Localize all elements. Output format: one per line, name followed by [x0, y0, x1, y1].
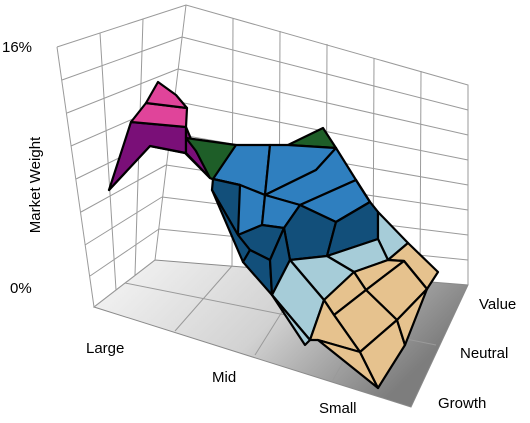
surface-cell	[395, 287, 429, 347]
gridlines	[56, 4, 469, 381]
z-axis-title: Market Weight	[27, 136, 44, 233]
surface-cell	[308, 298, 362, 354]
y-label-growth: Growth	[438, 395, 486, 412]
x-label-large: Large	[86, 340, 124, 357]
surface-cell	[144, 80, 189, 110]
surface-cell	[270, 293, 312, 347]
y-label-neutral: Neutral	[460, 345, 508, 362]
surface-mesh	[107, 80, 440, 390]
surface-cell	[210, 177, 242, 237]
surface-cell	[107, 120, 188, 192]
x-label-small: Small	[319, 400, 357, 417]
y-label-value: Value	[479, 296, 516, 313]
x-label-mid: Mid	[212, 369, 236, 386]
z-tick-max: 16%	[2, 39, 32, 56]
z-tick-min: 0%	[10, 280, 32, 297]
